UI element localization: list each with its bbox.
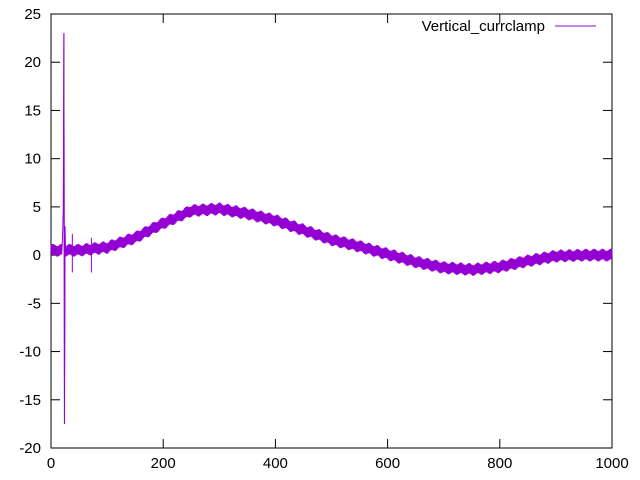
y-tick-label: -5: [28, 295, 41, 312]
y-tick-label: 15: [24, 102, 41, 119]
y-tick-label: -20: [19, 440, 41, 457]
y-tick-label: 0: [33, 247, 41, 264]
y-tick-label: -10: [19, 344, 41, 361]
series-line-0: [50, 33, 613, 424]
x-tick-label: 600: [375, 455, 400, 472]
series-layer: [50, 33, 613, 424]
x-tick-label: 1000: [595, 455, 628, 472]
x-tick-label: 800: [487, 455, 512, 472]
y-tick-label: 10: [24, 151, 41, 168]
x-tick-label: 400: [263, 455, 288, 472]
y-tick-label: 20: [24, 54, 41, 71]
x-tick-label: 200: [151, 455, 176, 472]
legend-label: Vertical_currclamp: [422, 18, 545, 35]
y-tick-label: -15: [19, 392, 41, 409]
x-tick-label: 0: [47, 455, 55, 472]
plot-border: [50, 13, 613, 449]
legend: Vertical_currclamp: [422, 18, 596, 35]
axes: -20 -15 -10 -5 0 5 10 15 20 25 0 200 400 600 800 1000: [19, 6, 628, 472]
y-tick-label: 5: [33, 199, 41, 216]
series-spike-0: [62, 33, 66, 424]
y-tick-label: 25: [24, 6, 41, 23]
